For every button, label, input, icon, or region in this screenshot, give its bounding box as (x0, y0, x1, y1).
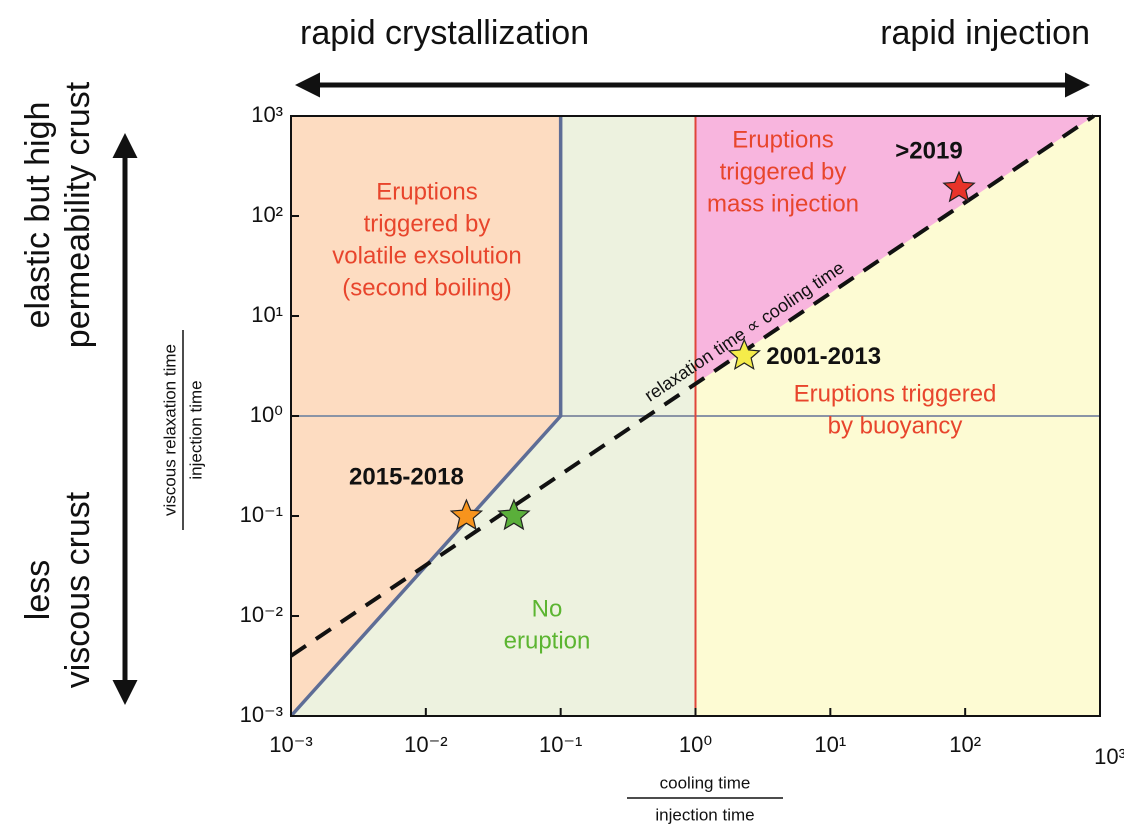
star-marker (497, 498, 531, 531)
region-label: triggered by (720, 158, 847, 185)
y-label-numerator: viscous relaxation time (160, 344, 179, 516)
region-label: Eruptions (732, 126, 833, 153)
region-label: Eruptions triggered (794, 380, 997, 407)
star-marker (449, 498, 484, 531)
region-label: mass injection (707, 190, 859, 217)
x-tick-label: 10⁰ (679, 732, 712, 757)
side-upper: elastic but high permeability crust (19, 81, 97, 348)
x-tick-label: 10² (949, 732, 981, 757)
region-label: eruption (504, 627, 591, 654)
side-lower-line: viscous crust (59, 491, 97, 688)
region-label: by buoyancy (828, 412, 963, 439)
region-label: No (532, 595, 563, 622)
x-axis-title: cooling time injection time (627, 773, 783, 824)
x-tick-label: 10⁻¹ (539, 732, 582, 757)
top-left-label: rapid crystallization (300, 14, 589, 52)
y-tick-label: 10⁻¹ (240, 502, 283, 527)
region-label: volatile exsolution (332, 242, 521, 269)
boundary-line (289, 114, 1095, 658)
y-tick-label: 10¹ (251, 302, 283, 327)
y-tick-label: 10³ (251, 102, 283, 127)
region-label: triggered by (364, 210, 491, 237)
region-label: (second boiling) (342, 274, 511, 301)
x-tick-label: 10⁻³ (269, 732, 312, 757)
star-marker (727, 338, 761, 371)
y-tick-label: 10⁻³ (240, 702, 283, 727)
region-label: Eruptions (376, 178, 477, 205)
y-axis-title: viscous relaxation time injection time (160, 330, 205, 530)
x-tick-label: 10¹ (814, 732, 846, 757)
top-right-label: rapid injection (880, 14, 1090, 52)
side-upper-line: permeability crust (59, 81, 97, 348)
x-label-denominator: injection time (655, 805, 754, 824)
side-lower: less viscous crust (19, 491, 97, 688)
x-tick-label: 10³ (1094, 744, 1124, 769)
y-label-denominator: injection time (186, 380, 205, 479)
star-label: 2015-2018 (349, 463, 464, 490)
side-lower-line: less (19, 560, 57, 620)
star-label: 2001-2013 (766, 343, 881, 370)
x-tick-label: 10⁻² (404, 732, 447, 757)
x-label-numerator: cooling time (660, 773, 751, 792)
y-tick-label: 10² (251, 202, 283, 227)
boundary-line (289, 116, 563, 718)
star-marker (942, 170, 976, 203)
star-label: >2019 (895, 137, 962, 164)
y-tick-label: 10⁻² (240, 602, 283, 627)
y-tick-label: 10⁰ (250, 402, 283, 427)
side-upper-line: elastic but high (19, 102, 57, 329)
